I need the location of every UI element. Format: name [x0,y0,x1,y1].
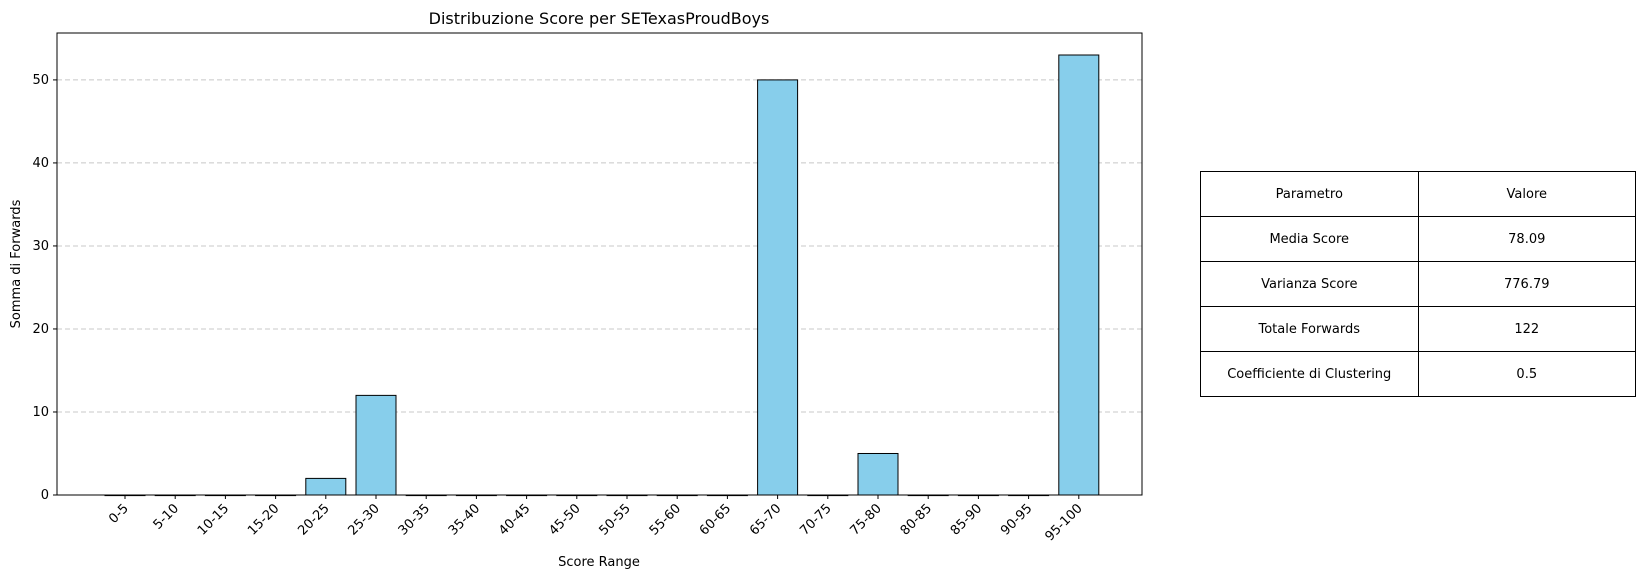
bar-65-70 [757,79,799,496]
bar-75-80 [857,452,899,496]
x-tick-label: 25-30 [346,501,383,538]
table-cell-param: Varianza Score [1200,261,1419,307]
x-tick-label: 70-75 [797,501,834,538]
table-row: Totale Forwards 122 [1200,306,1637,352]
y-axis-label: Somma di Forwards [9,199,24,328]
x-tick-label: 5-10 [151,501,182,532]
table-cell-value: 0.5 [1417,351,1637,397]
parameters-table: Parametro Valore Media Score 78.09 Varia… [1200,171,1637,397]
bar-20-25 [305,477,347,496]
x-tick-label: 90-95 [998,501,1035,538]
x-tick-label: 30-35 [396,501,433,538]
y-tick-label: 40 [32,156,49,171]
table-cell-value: 776.79 [1417,261,1637,307]
x-tick-label: 75-80 [848,501,885,538]
table-header-row: Parametro Valore [1200,171,1637,217]
x-tick-label: 95-100 [1042,501,1085,544]
x-tick-label: 85-90 [948,501,985,538]
x-tick-label: 40-45 [496,501,533,538]
x-tick-label: 65-70 [747,501,784,538]
table-cell-value: 78.09 [1417,216,1637,262]
chart-title: Distribuzione Score per SETexasProudBoys [429,9,770,28]
x-tick-label: 20-25 [295,501,332,538]
bar-25-30 [355,394,397,496]
bar-95-100 [1058,54,1100,496]
plot-frame [56,32,1143,496]
x-tick-label: 50-55 [597,501,634,538]
x-axis-label: Score Range [558,555,640,570]
x-tick-label: 10-15 [195,501,232,538]
x-axis: 0-5 5-10 10-15 15-20 20-25 25-30 30-35 35-40 40-… [106,495,1086,544]
table-row: Coefficiente di Clustering 0.5 [1200,351,1637,397]
y-axis: 0 10 20 30 40 50 [32,73,57,503]
table-row: Varianza Score 776.79 [1200,261,1637,307]
x-tick-label: 80-85 [898,501,935,538]
x-tick-label: 45-50 [546,501,583,538]
table-header-value: Valore [1417,171,1637,217]
x-tick-label: 0-5 [106,501,132,527]
table-row: Media Score 78.09 [1200,216,1637,262]
bars [104,54,1100,497]
table-cell-param: Media Score [1200,216,1419,262]
table-header-param: Parametro [1200,171,1419,217]
gridlines [57,79,1142,413]
x-tick-label: 55-60 [647,501,684,538]
y-tick-label: 50 [32,73,49,88]
y-tick-label: 30 [32,239,49,254]
x-tick-label: 35-40 [446,501,483,538]
y-tick-label: 10 [32,405,49,420]
x-tick-label: 60-65 [697,501,734,538]
x-tick-label: 15-20 [245,501,282,538]
table-cell-param: Totale Forwards [1200,306,1419,352]
y-tick-label: 0 [41,488,49,503]
y-tick-label: 20 [32,322,49,337]
table-cell-value: 122 [1417,306,1637,352]
table-cell-param: Coefficiente di Clustering [1200,351,1419,397]
